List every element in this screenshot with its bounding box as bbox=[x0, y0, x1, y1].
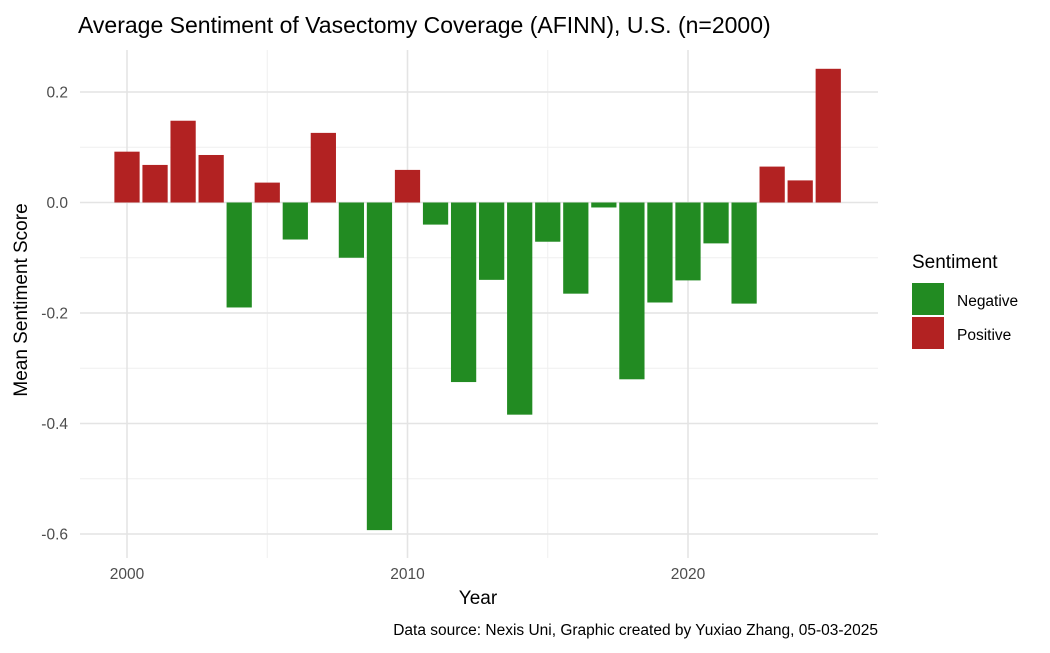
bar-2018 bbox=[619, 202, 645, 380]
bar-2005 bbox=[254, 182, 280, 203]
bar-2024 bbox=[787, 180, 813, 203]
legend-title: Sentiment bbox=[912, 252, 998, 273]
grid-minor bbox=[80, 50, 878, 558]
bar-2015 bbox=[535, 202, 561, 242]
y-tick-label: -0.2 bbox=[41, 306, 68, 323]
grid-major bbox=[80, 50, 878, 558]
legend: Sentiment Negative Positive bbox=[912, 252, 1018, 349]
y-axis-label: Mean Sentiment Score bbox=[11, 203, 32, 396]
bar-2002 bbox=[170, 120, 196, 203]
chart-caption: Data source: Nexis Uni, Graphic created … bbox=[393, 622, 878, 639]
x-axis-label: Year bbox=[459, 588, 498, 609]
bar-2019 bbox=[647, 202, 673, 303]
chart-title: Average Sentiment of Vasectomy Coverage … bbox=[78, 12, 771, 38]
bar-2004 bbox=[226, 202, 252, 308]
bar-2007 bbox=[310, 132, 336, 203]
bar-2011 bbox=[422, 202, 449, 225]
bar-2000 bbox=[114, 151, 140, 203]
bar-2020 bbox=[675, 202, 701, 281]
x-tick-label: 2020 bbox=[671, 566, 706, 583]
bar-2025 bbox=[815, 68, 841, 203]
bar-2016 bbox=[563, 202, 589, 294]
y-tick-label: 0.0 bbox=[46, 195, 68, 212]
bar-2012 bbox=[450, 202, 477, 383]
legend-swatch-positive bbox=[912, 317, 944, 349]
bar-2001 bbox=[142, 164, 168, 203]
legend-swatch-negative bbox=[912, 283, 944, 315]
bar-2003 bbox=[198, 154, 224, 203]
bar-2022 bbox=[731, 202, 757, 304]
y-axis-ticks: 0.2 0.0 -0.2 -0.4 -0.6 bbox=[41, 85, 68, 544]
bar-2008 bbox=[338, 202, 365, 258]
bar-2009 bbox=[366, 202, 393, 531]
x-tick-label: 2000 bbox=[110, 566, 145, 583]
bar-2014 bbox=[507, 202, 533, 415]
bar-2021 bbox=[703, 202, 729, 244]
y-tick-label: -0.6 bbox=[41, 527, 68, 544]
y-tick-label: 0.2 bbox=[46, 85, 68, 102]
legend-label-positive: Positive bbox=[957, 327, 1011, 344]
y-tick-label: -0.4 bbox=[41, 416, 68, 433]
bar-2006 bbox=[282, 202, 308, 240]
legend-label-negative: Negative bbox=[957, 293, 1018, 310]
bar-2017 bbox=[591, 202, 617, 208]
bars bbox=[114, 68, 841, 531]
bar-2023 bbox=[759, 166, 785, 203]
bar-2013 bbox=[479, 202, 505, 280]
bar-2010 bbox=[394, 169, 421, 203]
x-axis-ticks: 2000 2010 2020 bbox=[110, 566, 706, 583]
x-tick-label: 2010 bbox=[390, 566, 425, 583]
